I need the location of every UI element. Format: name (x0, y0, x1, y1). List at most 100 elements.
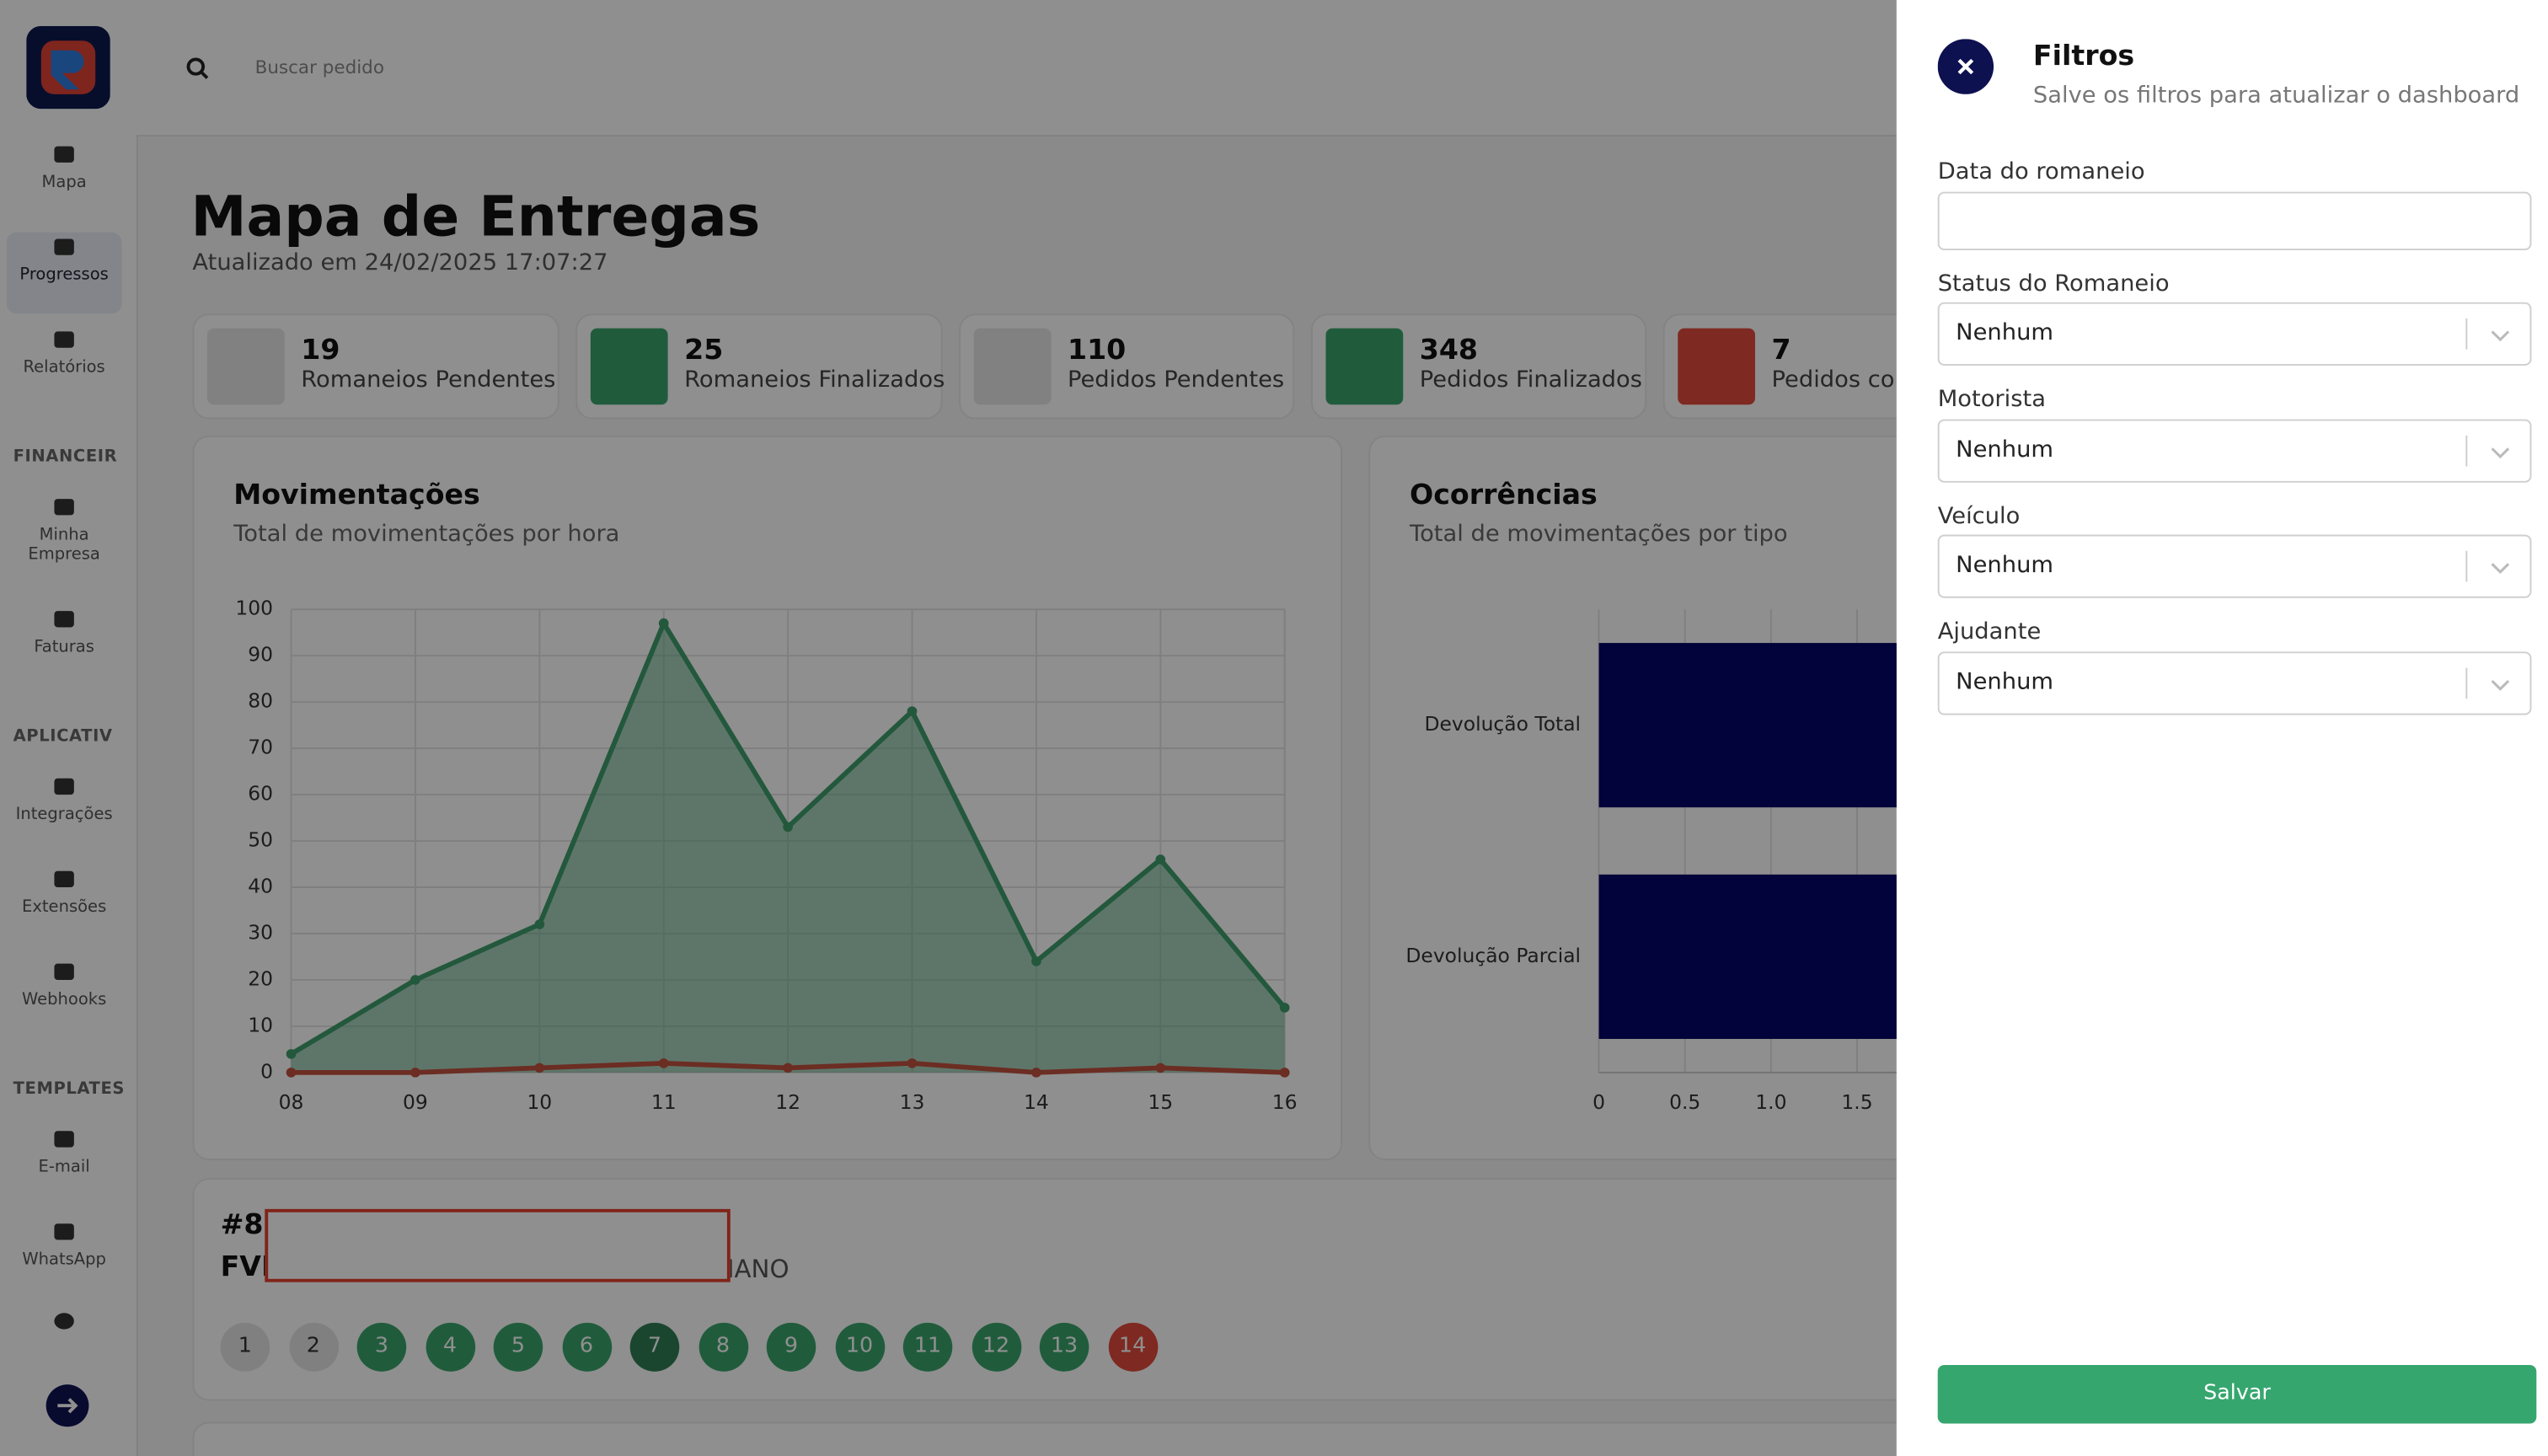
stat-icon (590, 328, 668, 405)
nav-label: Extensões (22, 898, 107, 917)
stat-label: Pedidos Pendentes (1067, 367, 1285, 393)
step[interactable]: 8 (698, 1322, 748, 1372)
panel-subtitle: Salve os filtros para atualizar o dashbo… (2032, 83, 2520, 110)
y-tick-label: 10 (248, 1014, 273, 1036)
bar (1598, 643, 1944, 808)
step[interactable]: 3 (356, 1322, 407, 1372)
input[interactable] (1937, 191, 2532, 251)
logo[interactable] (26, 25, 110, 110)
expand-button[interactable] (45, 1383, 91, 1428)
nav-icon (54, 870, 74, 888)
stat-label: Pedidos Finalizados (1419, 367, 1642, 393)
stat-value: 110 (1067, 335, 1127, 367)
x-tick-label: 0 (1592, 1091, 1605, 1114)
point (534, 919, 545, 929)
nav-label: WhatsApp (22, 1251, 106, 1270)
x-tick-label: 12 (775, 1091, 800, 1114)
nav-label: Integrações (15, 806, 113, 824)
icon-shape (54, 1313, 74, 1330)
y-tick-label: Devolução Parcial (1405, 945, 1581, 967)
nav-label: Minha Empresa (28, 526, 100, 565)
step[interactable]: 14 (1107, 1322, 1158, 1372)
x-tick-label: 14 (1024, 1091, 1049, 1114)
field-label: Motorista (1937, 387, 2046, 413)
chevron (2491, 563, 2510, 575)
nav-icon (54, 611, 74, 628)
nav-item[interactable]: Minha Empresa (7, 492, 122, 564)
nav-item[interactable]: Faturas (7, 604, 122, 672)
bar (1598, 874, 1944, 1040)
nav-item[interactable]: Webhooks (7, 957, 122, 1025)
step[interactable]: 13 (1039, 1322, 1089, 1372)
step[interactable]: 7 (629, 1322, 680, 1372)
stat-icon (1678, 328, 1755, 405)
step[interactable]: 1 (220, 1322, 270, 1372)
x-tick-label: 0.5 (1669, 1091, 1700, 1114)
order-card: #8 FVI IANO (192, 1178, 2005, 1401)
card-subtitle: Total de movimentações por hora (233, 522, 620, 548)
search-icon (186, 57, 209, 79)
point (286, 1068, 297, 1078)
stat-value: 7 (1771, 335, 1791, 367)
chevron (2491, 330, 2510, 342)
point (658, 618, 669, 629)
stat-value: 19 (301, 335, 340, 367)
icon-shape (54, 963, 74, 980)
y-tick-label: 90 (248, 644, 273, 666)
nav-icon (54, 1223, 74, 1240)
field-label: Status do Romaneio (1937, 271, 2170, 297)
step[interactable]: 10 (834, 1322, 885, 1372)
nav-icon (54, 778, 74, 795)
stat-card: 348 Pedidos Finalizados (1310, 313, 1647, 420)
updated-at: Atualizado em 24/02/2025 17:07:27 (192, 250, 608, 276)
chart: 0 0.5 1.0 1.5 Devolução Total Devolução Parci… (1405, 609, 1944, 1114)
close-button[interactable] (1937, 39, 1994, 94)
nav-item[interactable]: Progressos (6, 232, 122, 314)
nav-item[interactable]: WhatsApp (7, 1218, 122, 1286)
nav-item[interactable]: E-mail (7, 1125, 122, 1193)
save-button[interactable]: Salvar (1937, 1365, 2537, 1424)
search-input[interactable]: Buscar pedido (254, 56, 384, 78)
order-card (192, 1421, 2005, 1456)
x-tick-label: 10 (527, 1091, 552, 1114)
step[interactable]: 9 (766, 1322, 816, 1372)
select[interactable]: Nenhum (1937, 419, 2532, 483)
page-title: Mapa de Entregas (190, 185, 761, 251)
point (1279, 1068, 1290, 1078)
card-title: Ocorrências (1410, 479, 1598, 512)
order-id: #8 (220, 1208, 264, 1242)
step[interactable]: 5 (493, 1322, 543, 1372)
nav-heading: FINANCEIR (13, 448, 118, 467)
nav-item[interactable]: Relatórios (7, 325, 122, 393)
select[interactable]: Nenhum (1937, 534, 2532, 598)
y-tick-label: 20 (248, 968, 273, 991)
icon-shape (54, 611, 74, 628)
chevron-path (2491, 447, 2510, 459)
nav-item[interactable]: Integrações (7, 772, 122, 840)
nav-label: Mapa (41, 174, 87, 192)
step[interactable]: 6 (561, 1322, 612, 1372)
step[interactable]: 11 (902, 1322, 953, 1372)
step[interactable]: 12 (971, 1322, 1021, 1372)
point (1279, 1003, 1290, 1013)
nav-icon (54, 499, 74, 516)
overlay[interactable] (0, 0, 1897, 1456)
area (291, 623, 1285, 1073)
stat-value: 25 (684, 335, 724, 367)
x-tick-label: 08 (279, 1091, 304, 1114)
nav-label: Faturas (34, 638, 94, 657)
nav-item[interactable]: Extensões (7, 864, 122, 933)
y-tick-label: 30 (248, 922, 273, 945)
nav-item[interactable]: Mapa (7, 140, 122, 208)
nav-icon (54, 1131, 74, 1148)
y-tick-label: Devolução Total (1424, 713, 1581, 736)
step[interactable]: 2 (288, 1322, 339, 1372)
select[interactable]: Nenhum (1937, 651, 2532, 715)
chart: 0 10 20 30 40 50 60 70 80 90 100 08 09 10 11 12 13 14 15 16 (235, 597, 1297, 1114)
icon-shape (54, 331, 74, 348)
select[interactable]: Nenhum (1937, 302, 2532, 366)
icon-shape (54, 1223, 74, 1240)
step[interactable]: 4 (425, 1322, 475, 1372)
y-tick-label: 100 (235, 597, 273, 620)
